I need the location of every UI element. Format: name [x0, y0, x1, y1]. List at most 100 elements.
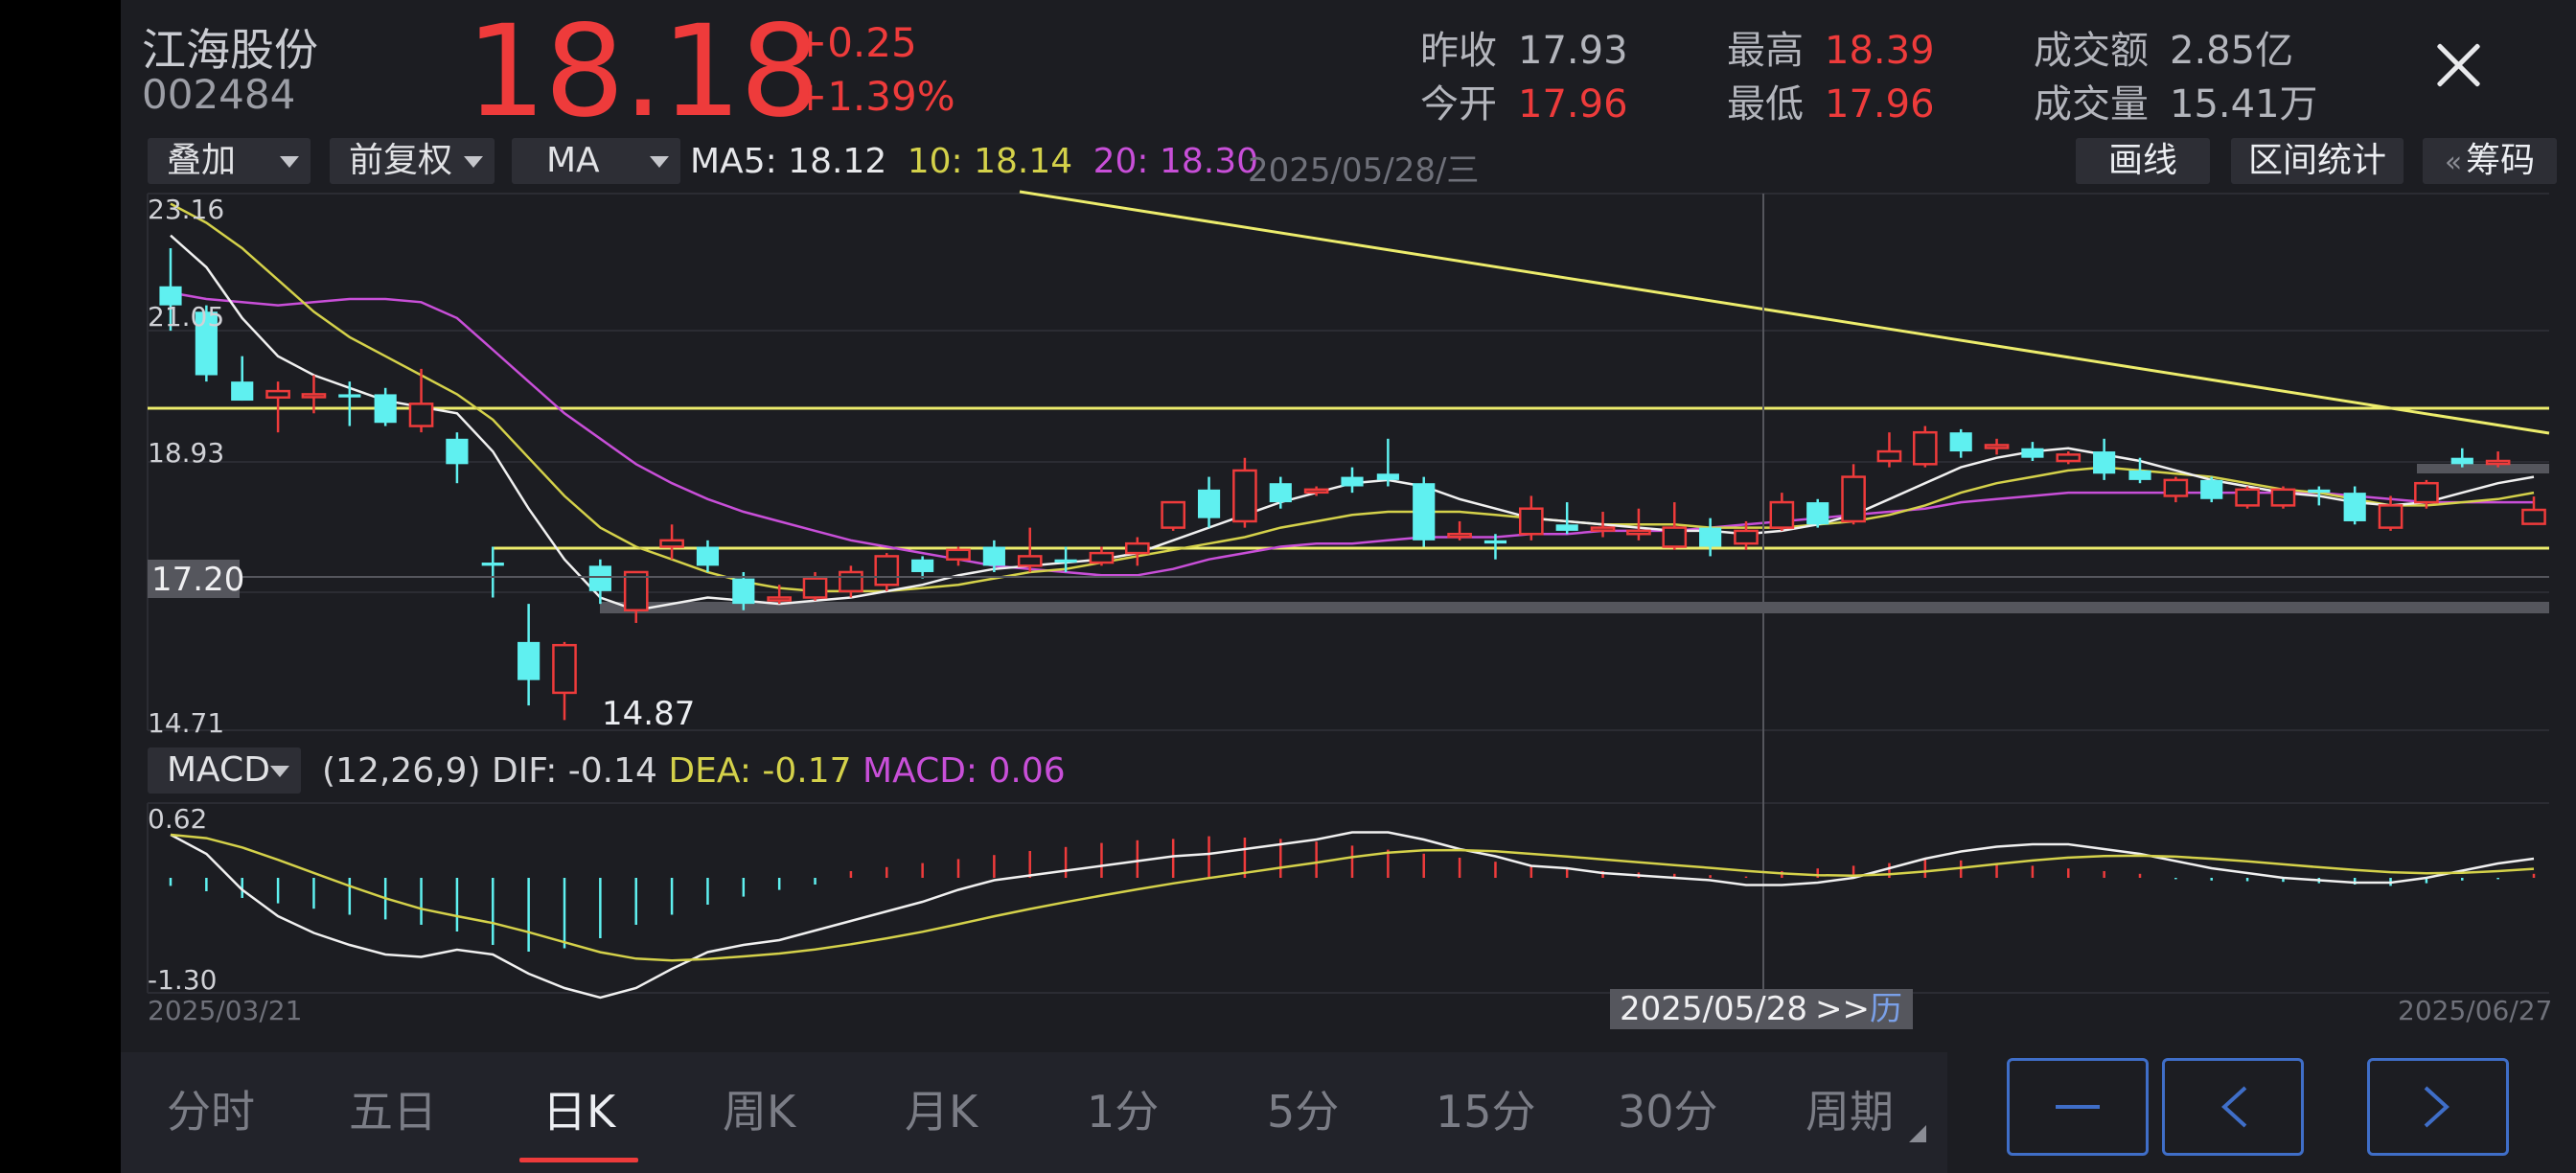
candle — [588, 559, 611, 605]
caret-down-icon — [464, 156, 483, 168]
period-tab-bar — [121, 1052, 1947, 1173]
corner-triangle-icon — [1909, 1125, 1926, 1142]
candle — [159, 247, 182, 332]
ma-legend: MA5: 18.12 10: 18.14 20: 18.30 — [690, 142, 1258, 181]
tab-monthly-k[interactable]: 月K — [905, 1086, 978, 1138]
candle — [2021, 442, 2044, 462]
tab-15min[interactable]: 15分 — [1436, 1086, 1536, 1138]
quote-label: 成交额 — [2034, 29, 2149, 73]
range-stats-button[interactable]: 区间统计 — [2231, 138, 2404, 184]
candle — [911, 556, 934, 579]
adjust-dropdown[interactable]: 前复权 — [330, 138, 494, 184]
candle — [1626, 508, 1651, 540]
zoom-out-button[interactable] — [2007, 1058, 2149, 1156]
candle — [231, 356, 254, 402]
tab-five-day[interactable]: 五日 — [349, 1086, 437, 1138]
candle — [1269, 476, 1292, 509]
candle — [481, 546, 504, 598]
caret-down-icon — [280, 156, 299, 168]
candle — [2485, 451, 2511, 468]
tab-intraday[interactable]: 分时 — [167, 1086, 255, 1138]
overlay-dropdown-label: 叠加 — [167, 141, 237, 180]
candle — [2235, 486, 2260, 509]
candle — [1413, 476, 1436, 547]
tab-30min[interactable]: 30分 — [1618, 1086, 1718, 1138]
minus-icon — [2056, 1105, 2100, 1109]
quote-value: 2.85亿 — [2170, 29, 2294, 73]
macd-dropdown-label: MACD — [167, 750, 270, 790]
quote-turnover: 成交额 2.85亿 — [2034, 19, 2293, 75]
candle — [2521, 496, 2546, 525]
candle — [1555, 502, 1578, 535]
cursor-date-box — [1610, 989, 1913, 1029]
cursor-date-value: 2025/05/28 — [1620, 990, 1807, 1028]
candle — [1699, 518, 1722, 557]
candle — [946, 546, 971, 566]
macd-y-top: 0.62 — [148, 803, 207, 835]
tab-5min[interactable]: 5分 — [1267, 1086, 1340, 1138]
quote-label: 成交量 — [2034, 82, 2149, 126]
candle — [1341, 467, 1364, 494]
candle — [1662, 502, 1688, 550]
candle — [1124, 537, 1150, 566]
candle — [1484, 534, 1507, 560]
indicator-dropdown[interactable]: MA — [512, 138, 680, 184]
candle — [659, 524, 684, 560]
stock-detail-screen: 江海股份 002484 18.18 +0.25 +1.39% 昨收 17.93 今… — [121, 0, 2576, 1173]
candle — [1303, 486, 1329, 496]
candle — [374, 387, 397, 426]
macd-legend: (12,26,9) DIF: -0.14 DEA: -0.17 MACD: 0.… — [322, 751, 1066, 791]
candle — [2270, 486, 2296, 509]
macd-dropdown[interactable]: MACD — [148, 748, 301, 794]
candles — [159, 247, 2546, 721]
tab-period[interactable]: 周期 — [1806, 1086, 1894, 1138]
macd-histogram — [169, 836, 2536, 952]
candle — [2163, 476, 2189, 503]
macd-dea-value: DEA: -0.17 — [668, 751, 852, 791]
candle — [1590, 512, 1616, 538]
candle — [2343, 486, 2366, 525]
ma10-value: 10: 18.14 — [907, 142, 1073, 181]
crosshair-price-box — [148, 560, 240, 598]
candle — [265, 381, 290, 433]
device-left-strip — [0, 0, 121, 1173]
chart-canvas[interactable]: 23.16 21.05 18.93 14.71 17.20 14.87 0.62… — [121, 0, 2576, 1054]
period-low-label: 14.87 — [602, 695, 695, 733]
chips-button[interactable]: «筹码 — [2423, 138, 2557, 184]
double-chevron-left-icon: « — [2444, 146, 2463, 179]
candle — [1089, 546, 1115, 566]
overlay-dropdown[interactable]: 叠加 — [148, 138, 310, 184]
y-label-top: 23.16 — [148, 194, 224, 225]
ma5-line — [170, 234, 2535, 611]
drawn-descending-trendline[interactable] — [1019, 190, 2550, 435]
candle — [1017, 527, 1043, 572]
candle — [552, 641, 577, 721]
candle — [518, 604, 540, 706]
cursor-date-bottom[interactable]: 2025/05/28 >>历 — [1620, 990, 1902, 1028]
quote-value: 17.93 — [1518, 29, 1628, 73]
candle — [732, 571, 755, 610]
caret-down-icon — [650, 156, 669, 168]
next-button[interactable] — [2367, 1058, 2509, 1156]
quote-value: 15.41万 — [2170, 82, 2318, 126]
quote-high: 最高 18.39 — [1727, 19, 1935, 75]
candle — [2414, 479, 2439, 509]
candle — [623, 570, 649, 623]
prev-button[interactable] — [2162, 1058, 2304, 1156]
tab-1min[interactable]: 1分 — [1087, 1086, 1160, 1138]
y-label-2: 21.05 — [148, 301, 224, 333]
candle — [767, 585, 793, 605]
caret-down-icon — [270, 766, 289, 777]
crosshair-price: 17.20 — [151, 561, 244, 599]
date-start: 2025/03/21 — [148, 995, 302, 1026]
ma10-line — [170, 202, 2535, 593]
candle — [2378, 495, 2404, 531]
chevron-right-icon — [2424, 1086, 2450, 1128]
tab-daily-k[interactable]: 日K — [542, 1086, 616, 1138]
candle — [1197, 476, 1221, 528]
chips-button-label: 筹码 — [2466, 141, 2536, 180]
draw-line-button[interactable]: 画线 — [2076, 138, 2210, 184]
candle — [2093, 438, 2116, 480]
candle — [1769, 493, 1795, 531]
tab-weekly-k[interactable]: 周K — [723, 1086, 796, 1138]
